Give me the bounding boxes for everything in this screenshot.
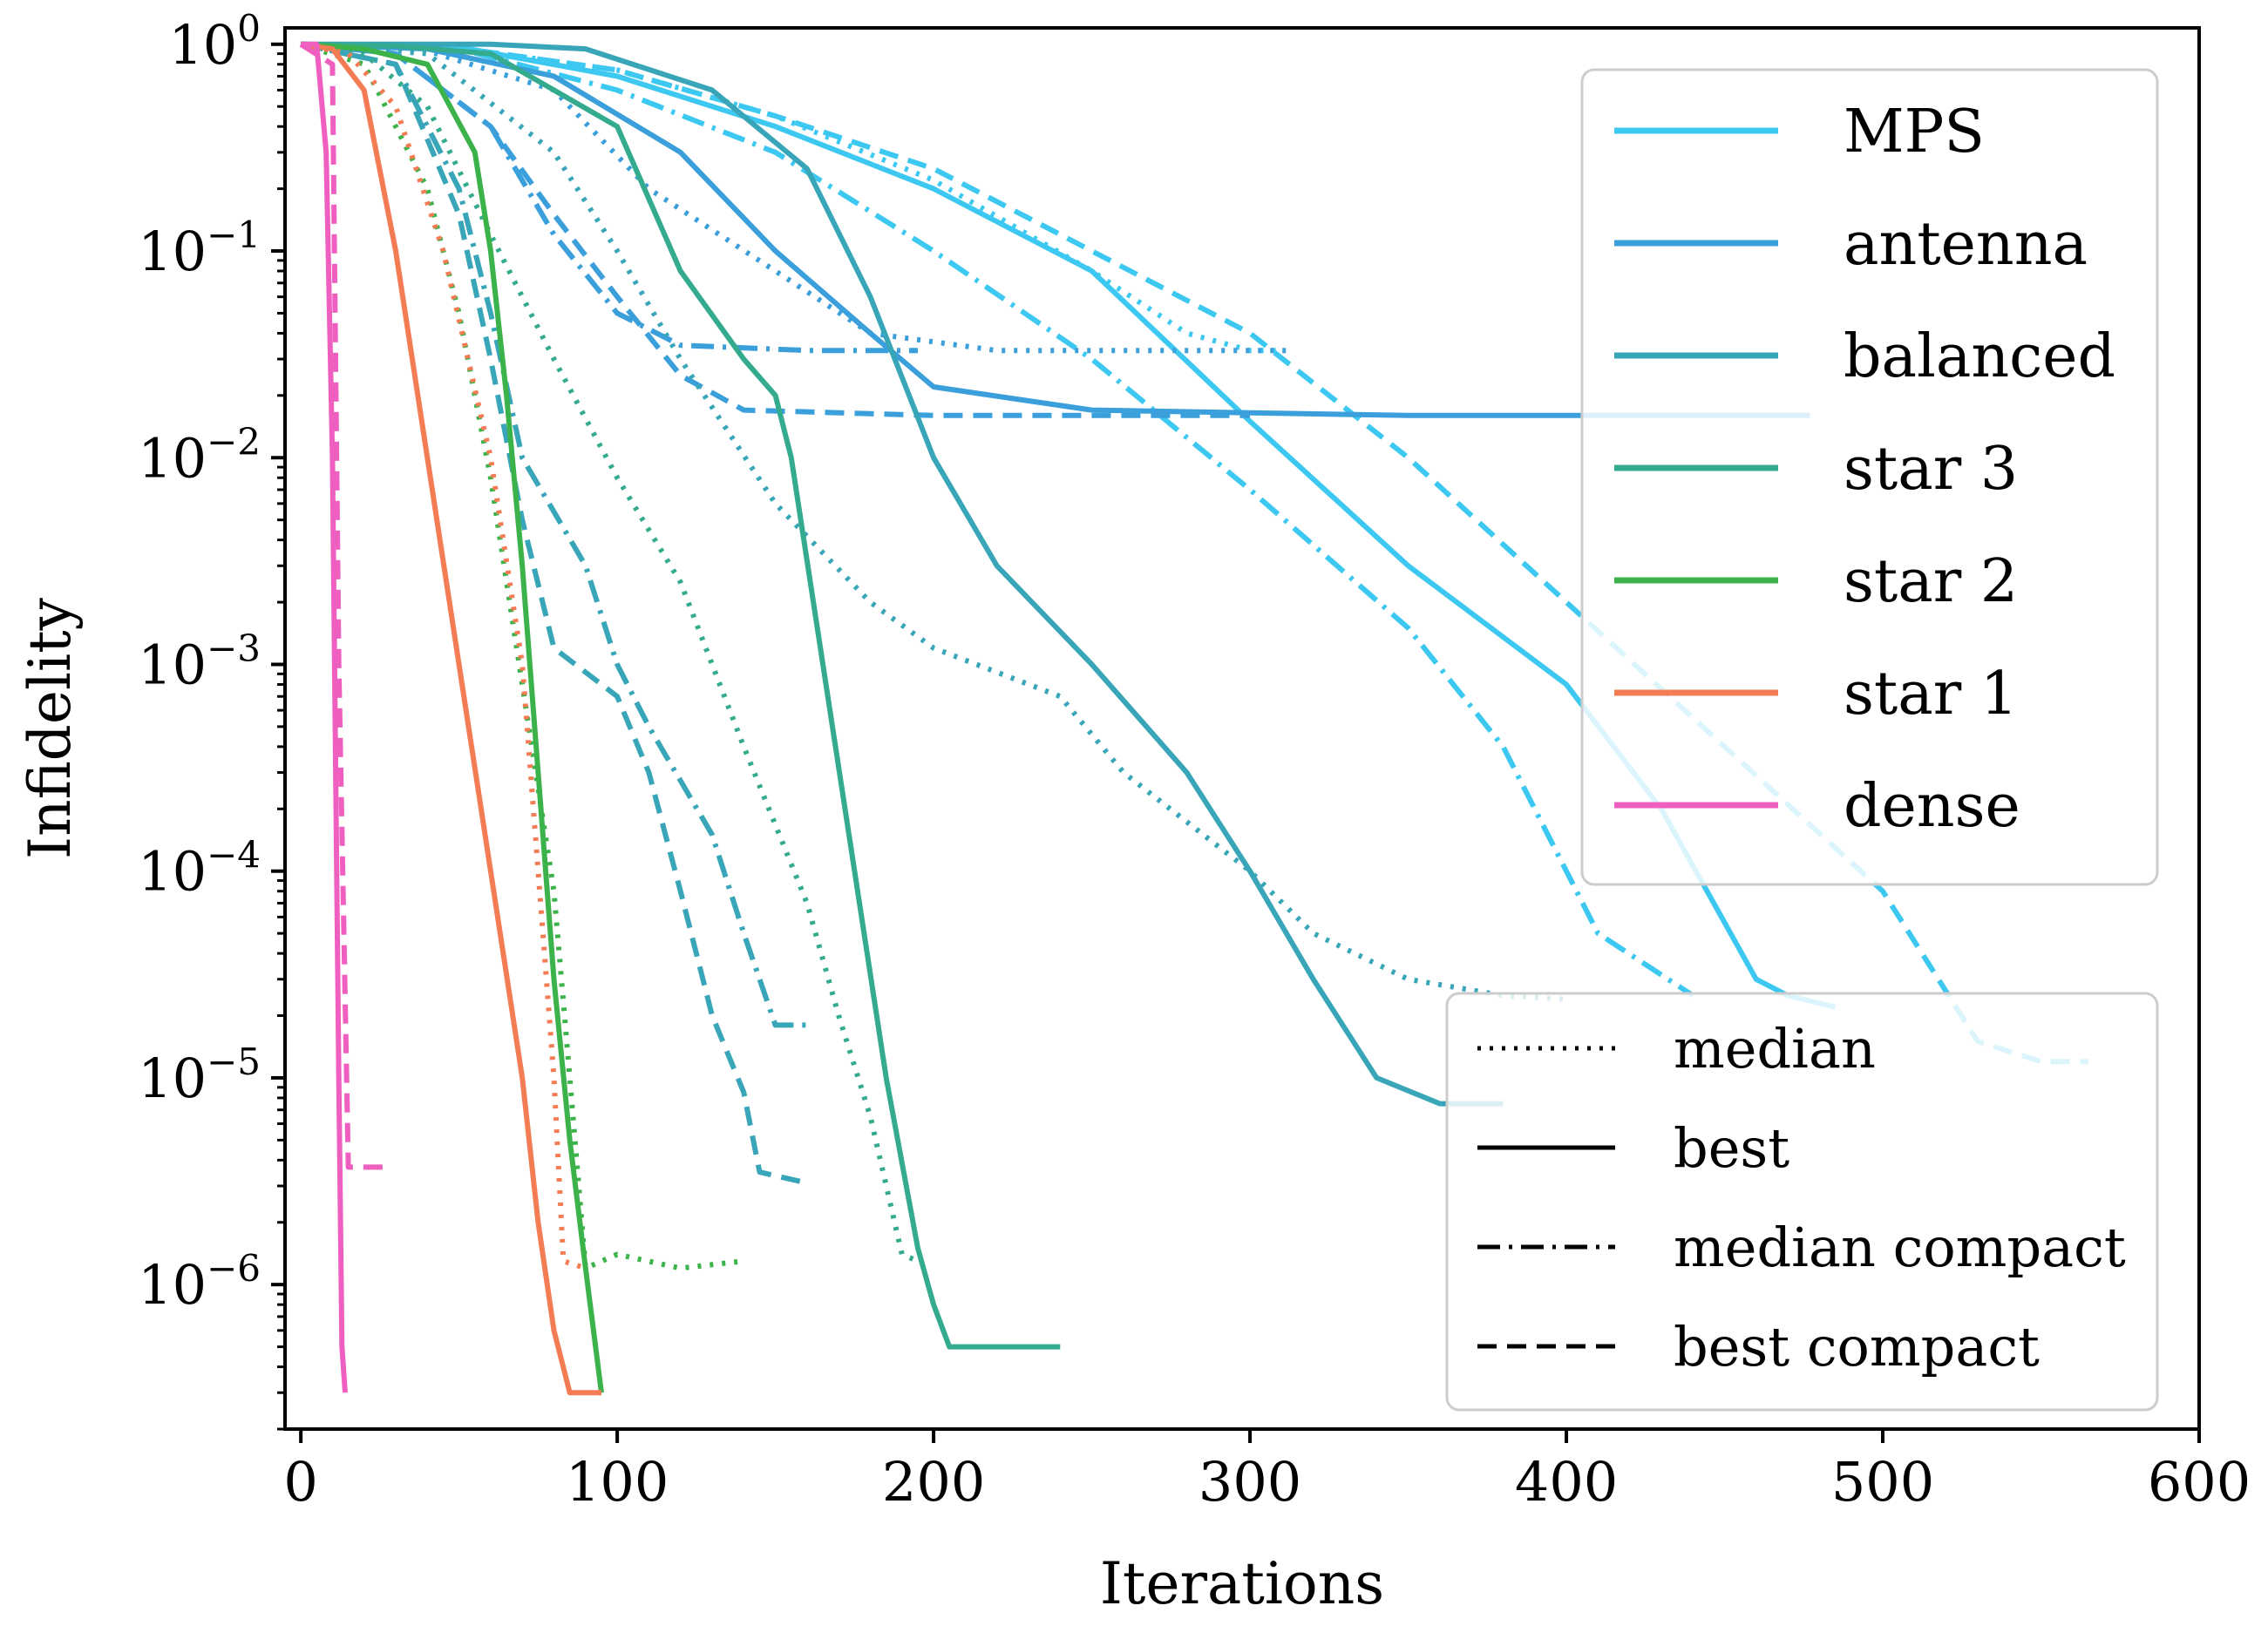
y-tick-label: 10−1 [138, 213, 261, 283]
y-tick-label: 10−6 [138, 1247, 261, 1317]
legend-label-mps: MPS [1844, 98, 1985, 166]
style-label-dotted: median [1674, 1017, 1876, 1081]
series-line-mps-solid [301, 41, 1837, 1010]
plot-frame [283, 26, 2201, 1431]
series-line-star-1-solid [300, 41, 601, 1396]
legend-label-star-2: star 2 [1844, 547, 2018, 616]
legend-label-antenna: antenna [1844, 210, 2088, 279]
style-label-solid: best [1674, 1116, 1789, 1180]
series-line-balanced-dotted [300, 41, 1567, 1002]
x-axis-label: Iterations [1100, 1550, 1384, 1617]
series-line-antenna-dotted [300, 41, 1288, 354]
x-tick-label: 500 [1831, 1450, 1934, 1514]
x-tick-label: 600 [2148, 1450, 2251, 1514]
x-tick-label: 0 [283, 1450, 317, 1514]
x-tick-label: 300 [1199, 1450, 1301, 1514]
series-line-star-1-dotted [300, 41, 587, 1271]
legend-label-dense: dense [1844, 772, 2020, 841]
legend-label-star-1: star 1 [1844, 660, 2018, 728]
y-axis-label: Infidelity [17, 597, 84, 859]
series-line-dense-solid [301, 41, 348, 1393]
series-line-mps-dashdot [301, 41, 1694, 999]
style-legend-box [1445, 992, 2159, 1412]
series-line-mps-dotted [301, 41, 1282, 354]
y-tick-label: 10−4 [138, 834, 261, 904]
series-line-star-2-solid [300, 41, 604, 1393]
series-line-dense-dashed [299, 42, 390, 1170]
series-line-star-3-solid [301, 41, 1061, 1350]
y-tick-label: 100 [168, 7, 261, 77]
series-line-star-3-dotted [300, 41, 920, 1264]
series-line-antenna-dashed [300, 41, 1251, 418]
series-line-balanced-solid [301, 41, 1504, 1107]
legend-label-star-3: star 3 [1844, 435, 2018, 504]
x-tick-label: 100 [566, 1450, 669, 1514]
y-tick-label: 10−2 [138, 420, 261, 490]
style-legend: median best median compact best compact [1445, 992, 2159, 1412]
topology-legend: MPS antenna balanced star 3 star 2 star 1 dens… [1580, 68, 2159, 886]
series-line-balanced-dashed [300, 41, 808, 1186]
y-tick-label: 10−5 [138, 1040, 261, 1110]
series-line-balanced-dashdot [300, 41, 807, 1028]
style-label-dashed: best compact [1674, 1315, 2040, 1379]
x-tick-label: 400 [1515, 1450, 1618, 1514]
x-tick-label: 200 [882, 1450, 985, 1514]
style-label-dashdot: median compact [1674, 1216, 2126, 1279]
legend-label-balanced: balanced [1844, 322, 2115, 391]
series-line-antenna-dashdot [300, 41, 918, 354]
y-tick-label: 10−3 [138, 627, 261, 696]
series-line-star-2-dotted [300, 41, 744, 1271]
topology-legend-box [1580, 68, 2159, 886]
